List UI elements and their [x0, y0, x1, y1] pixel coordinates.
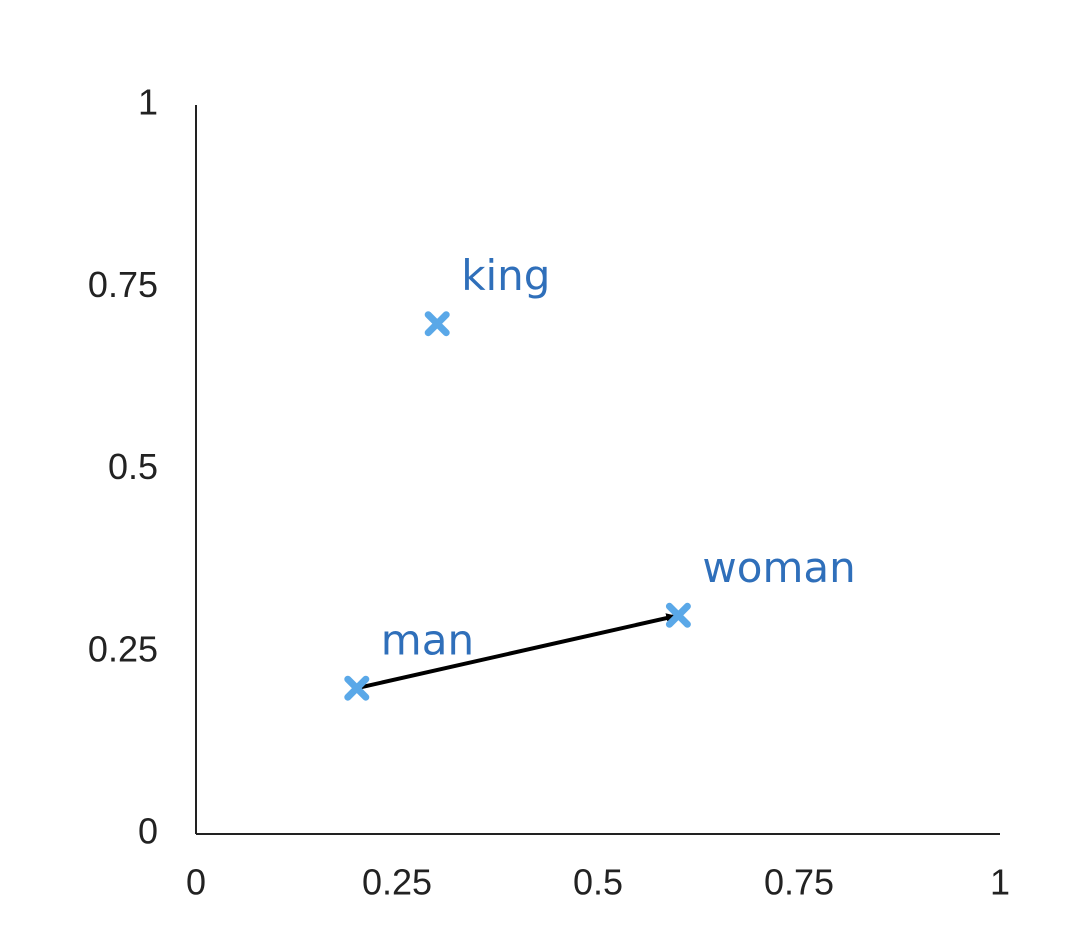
x-tick-label: 0	[186, 862, 206, 903]
x-tick-label: 0.5	[573, 862, 623, 903]
point-label: woman	[702, 543, 855, 592]
y-tick-label: 0	[138, 811, 158, 852]
point-marker	[424, 311, 450, 337]
y-tick-label: 0.5	[108, 446, 158, 487]
point-label: king	[461, 251, 550, 300]
point-marker	[665, 602, 691, 628]
arrow	[356, 613, 677, 691]
y-tick-label: 1	[138, 82, 158, 123]
x-tick-label: 0.25	[362, 862, 432, 903]
y-tick-label: 0.75	[88, 264, 158, 305]
y-tick-label: 0.25	[88, 628, 158, 669]
point-marker	[344, 675, 370, 701]
x-tick-label: 0.75	[764, 862, 834, 903]
x-tick-label: 1	[990, 862, 1010, 903]
point-label: man	[381, 616, 474, 665]
